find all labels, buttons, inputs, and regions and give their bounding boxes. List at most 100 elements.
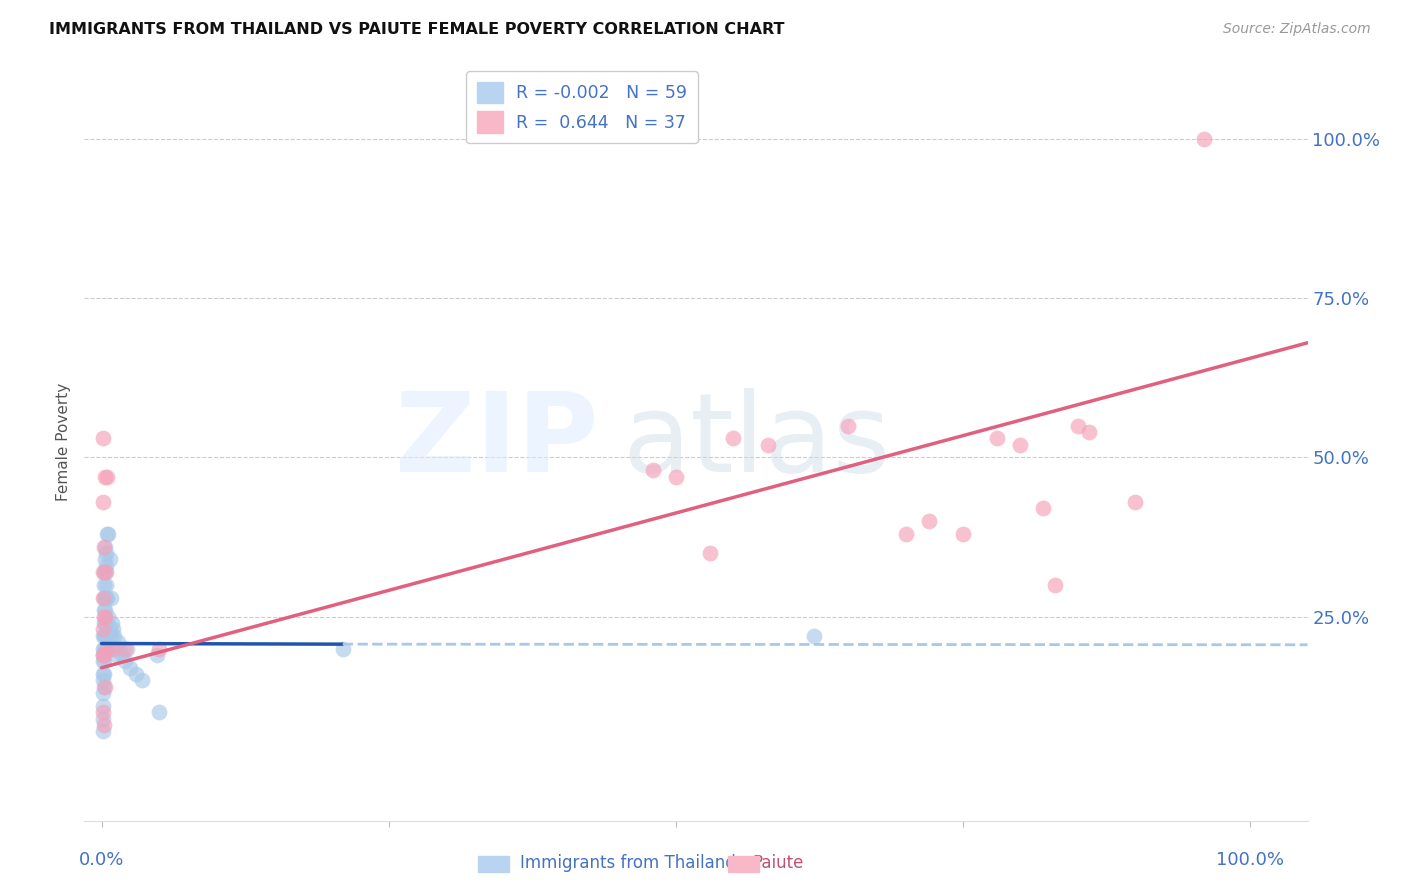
Point bbox=[115, 641, 138, 656]
Point bbox=[101, 641, 124, 656]
Y-axis label: Female Poverty: Female Poverty bbox=[56, 383, 72, 500]
Point bbox=[96, 629, 118, 643]
Point bbox=[332, 641, 354, 656]
Point bbox=[94, 469, 117, 483]
Point bbox=[94, 680, 117, 694]
Point bbox=[98, 552, 121, 566]
Point bbox=[94, 641, 117, 656]
Point bbox=[91, 673, 114, 688]
Point bbox=[111, 648, 134, 662]
Point bbox=[101, 616, 124, 631]
Point bbox=[1043, 578, 1066, 592]
Point bbox=[1123, 495, 1146, 509]
Point bbox=[93, 616, 115, 631]
Point bbox=[97, 527, 120, 541]
Point bbox=[94, 629, 117, 643]
Point bbox=[96, 591, 118, 605]
Text: ZIP: ZIP bbox=[395, 388, 598, 495]
Point bbox=[97, 609, 120, 624]
Point bbox=[96, 565, 118, 579]
Point bbox=[91, 641, 114, 656]
Point bbox=[105, 648, 128, 662]
Point bbox=[94, 616, 117, 631]
Point bbox=[100, 591, 122, 605]
Point bbox=[98, 623, 121, 637]
Point bbox=[91, 495, 114, 509]
Point bbox=[93, 654, 115, 668]
Point bbox=[114, 641, 136, 656]
Point bbox=[96, 641, 118, 656]
Point bbox=[96, 546, 118, 560]
Point bbox=[665, 469, 688, 483]
Text: IMMIGRANTS FROM THAILAND VS PAIUTE FEMALE POVERTY CORRELATION CHART: IMMIGRANTS FROM THAILAND VS PAIUTE FEMAL… bbox=[49, 22, 785, 37]
Point bbox=[91, 565, 114, 579]
Point bbox=[93, 540, 115, 554]
Point bbox=[103, 629, 125, 643]
Point bbox=[91, 712, 114, 726]
Point bbox=[94, 591, 117, 605]
Point bbox=[114, 654, 136, 668]
Point bbox=[107, 635, 129, 649]
Point bbox=[91, 698, 114, 713]
Point bbox=[120, 661, 142, 675]
Point bbox=[641, 463, 664, 477]
Point bbox=[894, 527, 917, 541]
Point bbox=[93, 667, 115, 681]
Point bbox=[100, 629, 122, 643]
Legend: R = -0.002   N = 59, R =  0.644   N = 37: R = -0.002 N = 59, R = 0.644 N = 37 bbox=[467, 71, 697, 143]
Point bbox=[101, 623, 124, 637]
Point bbox=[94, 552, 117, 566]
Point bbox=[1192, 132, 1215, 146]
Point bbox=[91, 431, 114, 445]
Point bbox=[723, 431, 745, 445]
Point bbox=[91, 648, 114, 662]
Point bbox=[96, 558, 118, 573]
Point bbox=[1032, 501, 1054, 516]
Point bbox=[96, 591, 118, 605]
Point bbox=[91, 629, 114, 643]
Point bbox=[108, 641, 131, 656]
Point bbox=[91, 623, 114, 637]
Point bbox=[93, 718, 115, 732]
Text: Paiute: Paiute bbox=[752, 855, 804, 872]
Point bbox=[756, 438, 779, 452]
Point bbox=[91, 654, 114, 668]
Point bbox=[699, 546, 721, 560]
Point bbox=[91, 648, 114, 662]
Point bbox=[93, 565, 115, 579]
Point bbox=[94, 540, 117, 554]
Point bbox=[1067, 418, 1090, 433]
Point bbox=[986, 431, 1008, 445]
Point bbox=[91, 591, 114, 605]
Point bbox=[93, 629, 115, 643]
Point bbox=[803, 629, 825, 643]
Point bbox=[96, 641, 118, 656]
Point bbox=[952, 527, 974, 541]
Point bbox=[93, 591, 115, 605]
Point bbox=[148, 641, 170, 656]
Point bbox=[93, 603, 115, 617]
Text: 0.0%: 0.0% bbox=[79, 851, 124, 869]
Point bbox=[131, 673, 153, 688]
Text: atlas: atlas bbox=[623, 388, 891, 495]
Point bbox=[91, 667, 114, 681]
Point bbox=[104, 641, 127, 656]
Point bbox=[96, 527, 118, 541]
Point bbox=[1010, 438, 1032, 452]
Point bbox=[96, 469, 118, 483]
Text: Source: ZipAtlas.com: Source: ZipAtlas.com bbox=[1223, 22, 1371, 37]
Point bbox=[94, 565, 117, 579]
Point bbox=[93, 648, 115, 662]
Point bbox=[94, 603, 117, 617]
Point bbox=[1078, 425, 1101, 439]
Point bbox=[145, 648, 167, 662]
Text: Immigrants from Thailand: Immigrants from Thailand bbox=[520, 855, 735, 872]
Point bbox=[93, 641, 115, 656]
Point bbox=[93, 578, 115, 592]
Point bbox=[94, 609, 117, 624]
Point bbox=[125, 667, 148, 681]
Point bbox=[93, 609, 115, 624]
Point bbox=[91, 686, 114, 700]
Point bbox=[917, 514, 939, 528]
Point bbox=[96, 578, 118, 592]
